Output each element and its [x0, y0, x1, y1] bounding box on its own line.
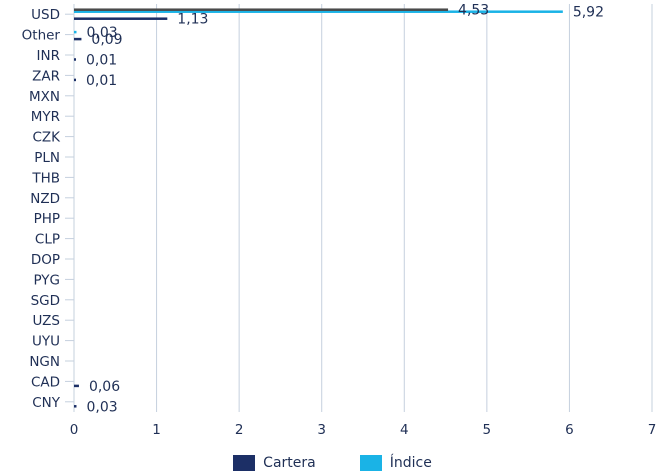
- legend-swatch-indice: [359, 455, 382, 471]
- y-tick-label: MYR: [31, 109, 60, 125]
- y-tick-label: ZAR: [32, 68, 60, 84]
- y-tick-label: PYG: [33, 272, 60, 288]
- y-tick-label: DOP: [31, 252, 60, 268]
- data-label-cartera: 0,06: [89, 379, 120, 395]
- data-label-series-3: 4,53: [458, 3, 489, 19]
- bar-cartera: [74, 17, 168, 20]
- legend-swatch-cartera: [233, 455, 256, 471]
- data-label-cartera: 0,01: [86, 53, 117, 69]
- legend-label-cartera: Cartera: [263, 455, 316, 471]
- bar-cartera: [74, 58, 76, 61]
- chart: 0 1 2 3 4 5 6 7 USD Other INR ZAR MXN MYR CZK PLN THB NZD…: [22, 3, 657, 438]
- data-label-cartera: 1,13: [177, 12, 208, 28]
- y-tick-label: NGN: [29, 354, 60, 370]
- y-tick-label: INR: [37, 48, 60, 64]
- bar-cartera: [74, 78, 76, 82]
- legend: Cartera Índice: [0, 452, 665, 474]
- x-tick-label: 1: [152, 422, 161, 438]
- bar-series-3: [74, 8, 449, 11]
- y-tick-label: PLN: [34, 150, 60, 166]
- data-label-cartera: 0,03: [86, 399, 117, 415]
- y-tick-label: UZS: [33, 313, 60, 329]
- y-tick-label: SGD: [31, 293, 60, 309]
- x-tick-label: 2: [235, 422, 244, 438]
- legend-label-indice: Índice: [389, 455, 432, 471]
- y-tick-label: CLP: [35, 232, 60, 248]
- x-tick-label: 5: [483, 422, 492, 438]
- x-tick-label: 7: [648, 422, 657, 438]
- data-label-indice: 0,03: [86, 25, 117, 41]
- y-tick-label: THB: [31, 170, 60, 186]
- y-tick-label: CNY: [32, 395, 61, 411]
- data-label-cartera: 0,01: [86, 73, 117, 89]
- x-tick-label: 0: [70, 422, 79, 438]
- bar-indice: [74, 10, 563, 13]
- x-tick-label: 3: [317, 422, 326, 438]
- bar-cartera: [74, 384, 79, 388]
- bar-cartera: [74, 405, 77, 408]
- y-tick-label: MXN: [29, 89, 60, 105]
- legend-item-cartera[interactable]: Cartera: [233, 455, 316, 471]
- y-tick-label: UYU: [32, 334, 60, 350]
- y-tick-label: NZD: [30, 191, 60, 207]
- x-tick-label: 6: [565, 422, 574, 438]
- y-tick-label: CAD: [31, 374, 60, 390]
- y-tick-label: USD: [31, 7, 60, 23]
- x-tick-label: 4: [400, 422, 409, 438]
- bar-indice: [74, 30, 77, 34]
- bar-cartera: [74, 37, 82, 41]
- y-tick-label: PHP: [34, 211, 60, 227]
- data-label-cartera: 0,09: [91, 32, 122, 48]
- data-label-indice: 5,92: [573, 5, 604, 21]
- y-tick-label: CZK: [32, 130, 61, 146]
- y-tick-label: Other: [22, 28, 61, 44]
- legend-item-indice[interactable]: Índice: [359, 455, 432, 471]
